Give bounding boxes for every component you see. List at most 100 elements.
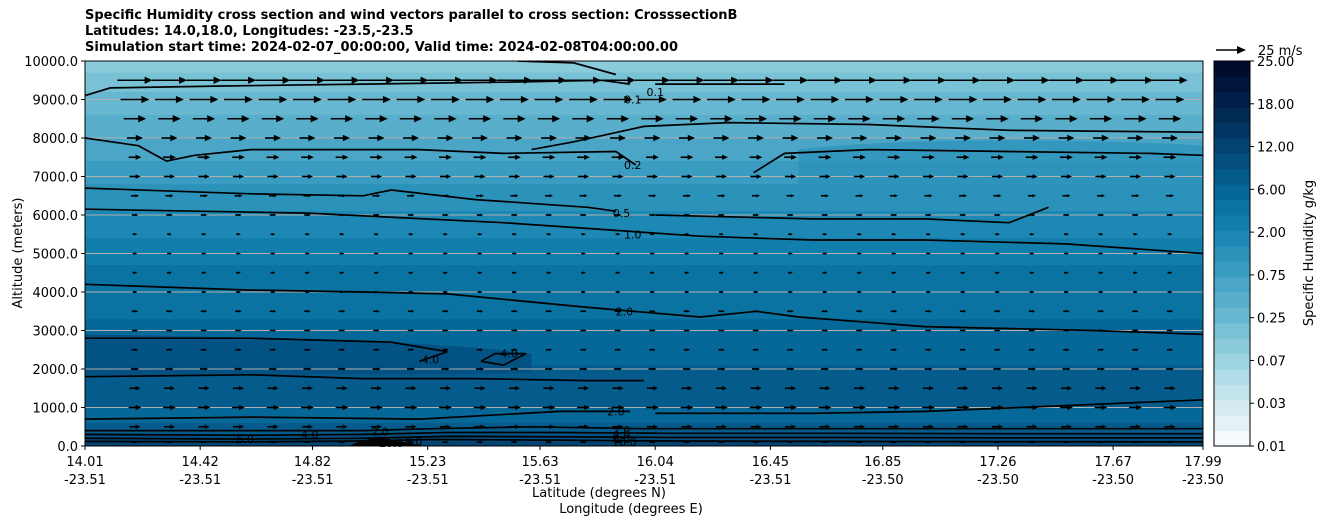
wind-arrow-head (168, 271, 172, 275)
wind-arrow-head (237, 252, 241, 255)
contour-line (85, 137, 637, 166)
wind-arrow-head (859, 194, 864, 198)
wind-arrow-head (552, 115, 561, 123)
wind-arrow (750, 424, 762, 430)
wind-arrow-head (549, 309, 553, 313)
quiver-key-head (1237, 46, 1246, 54)
wind-arrow (715, 424, 728, 430)
wind-arrow (1055, 115, 1078, 123)
wind-arrow (167, 290, 172, 294)
wind-arrow (270, 232, 276, 236)
colorbar-swatch (1214, 184, 1250, 201)
wind-arrow (506, 134, 523, 142)
wind-arrow-head (1136, 385, 1142, 391)
wind-arrow-head (618, 424, 624, 430)
wind-arrow (365, 115, 388, 123)
wind-arrow-head (480, 348, 484, 352)
wind-arrow (920, 134, 937, 142)
wind-arrow-head (1066, 309, 1070, 313)
wind-arrow (335, 154, 349, 160)
wind-arrow (890, 440, 898, 444)
wind-arrow (442, 440, 449, 444)
wind-arrow (200, 213, 208, 217)
wind-arrow (442, 348, 449, 352)
wind-arrow-head (308, 134, 316, 142)
wind-arrow (503, 115, 526, 123)
y-tick-label: 7000.0 (33, 171, 79, 186)
colorbar-swatch (1214, 245, 1250, 262)
wind-arrow-head (203, 290, 207, 294)
wind-arrow-head (170, 404, 176, 411)
wind-arrow-head (204, 213, 208, 217)
wind-arrow (128, 154, 142, 160)
wind-arrow (821, 367, 829, 371)
wind-arrow (784, 154, 797, 160)
wind-arrow-head (928, 213, 932, 217)
wind-arrow-head (1003, 95, 1012, 104)
wind-arrow (301, 174, 314, 179)
wind-arrow (1132, 348, 1139, 352)
wind-arrow-head (721, 194, 726, 198)
wind-arrow (580, 213, 587, 217)
wind-arrow-head (1170, 440, 1174, 444)
wind-arrow-head (789, 232, 793, 236)
wind-arrow-head (618, 348, 622, 352)
colorbar-tick-label: 25.00 (1257, 55, 1294, 70)
wind-arrow (715, 154, 728, 160)
wind-arrow (1124, 115, 1147, 123)
wind-arrow-head (1007, 76, 1016, 84)
wind-arrow (856, 309, 863, 313)
wind-arrow (1163, 154, 1177, 160)
wind-arrow-head (515, 385, 521, 391)
wind-arrow-head (929, 134, 937, 142)
colorbar-swatch (1214, 276, 1250, 293)
wind-arrow-head (731, 76, 740, 84)
wind-arrow-head (653, 154, 659, 160)
wind-arrow-head (1170, 194, 1174, 198)
wind-arrow-head (1100, 290, 1104, 294)
wind-arrow-head (894, 367, 898, 371)
wind-arrow-head (1136, 404, 1142, 411)
wind-arrow (719, 252, 724, 255)
wind-arrow-head (894, 329, 898, 332)
wind-arrow (368, 134, 385, 142)
wind-arrow (669, 76, 705, 84)
wind-arrow (198, 424, 210, 430)
wind-arrow-head (411, 194, 415, 198)
wind-arrow (614, 440, 622, 444)
wind-arrow (753, 232, 759, 236)
wind-arrow-head (411, 385, 417, 391)
wind-arrow (580, 348, 587, 352)
wind-arrow (546, 290, 552, 294)
wind-arrow-head (790, 367, 795, 371)
wind-arrow (163, 174, 176, 179)
wind-arrow-head (479, 271, 483, 275)
wind-arrow-head (894, 348, 898, 352)
wind-arrow (886, 134, 902, 142)
wind-arrow-head (1065, 290, 1069, 294)
wind-arrow-head (445, 348, 449, 352)
wind-arrow (473, 154, 487, 160)
wind-arrow-head (170, 134, 178, 142)
wind-arrow-head (1066, 440, 1070, 444)
wind-arrow-head (410, 271, 414, 275)
wind-arrow (853, 424, 866, 430)
wind-arrow-head (1176, 95, 1185, 104)
wind-arrow-head (789, 252, 793, 255)
wind-arrow (945, 76, 981, 84)
wind-arrow-head (687, 134, 695, 142)
wind-arrow (372, 367, 381, 371)
wind-arrow (131, 329, 139, 332)
wind-arrow (818, 154, 832, 160)
wind-arrow-head (584, 404, 590, 411)
wind-arrow (373, 213, 380, 217)
wind-arrow (508, 154, 521, 160)
wind-arrow (303, 194, 312, 198)
chart-subtitle-time: Simulation start time: 2024-02-07_00:00:… (85, 40, 678, 55)
wind-arrow-head (515, 154, 521, 160)
wind-arrow-head (1169, 232, 1173, 236)
x-tick-label-lat: 14.01 (66, 455, 103, 470)
wind-arrow-head (903, 76, 912, 84)
wind-arrow (753, 290, 759, 294)
wind-arrow (853, 154, 866, 160)
